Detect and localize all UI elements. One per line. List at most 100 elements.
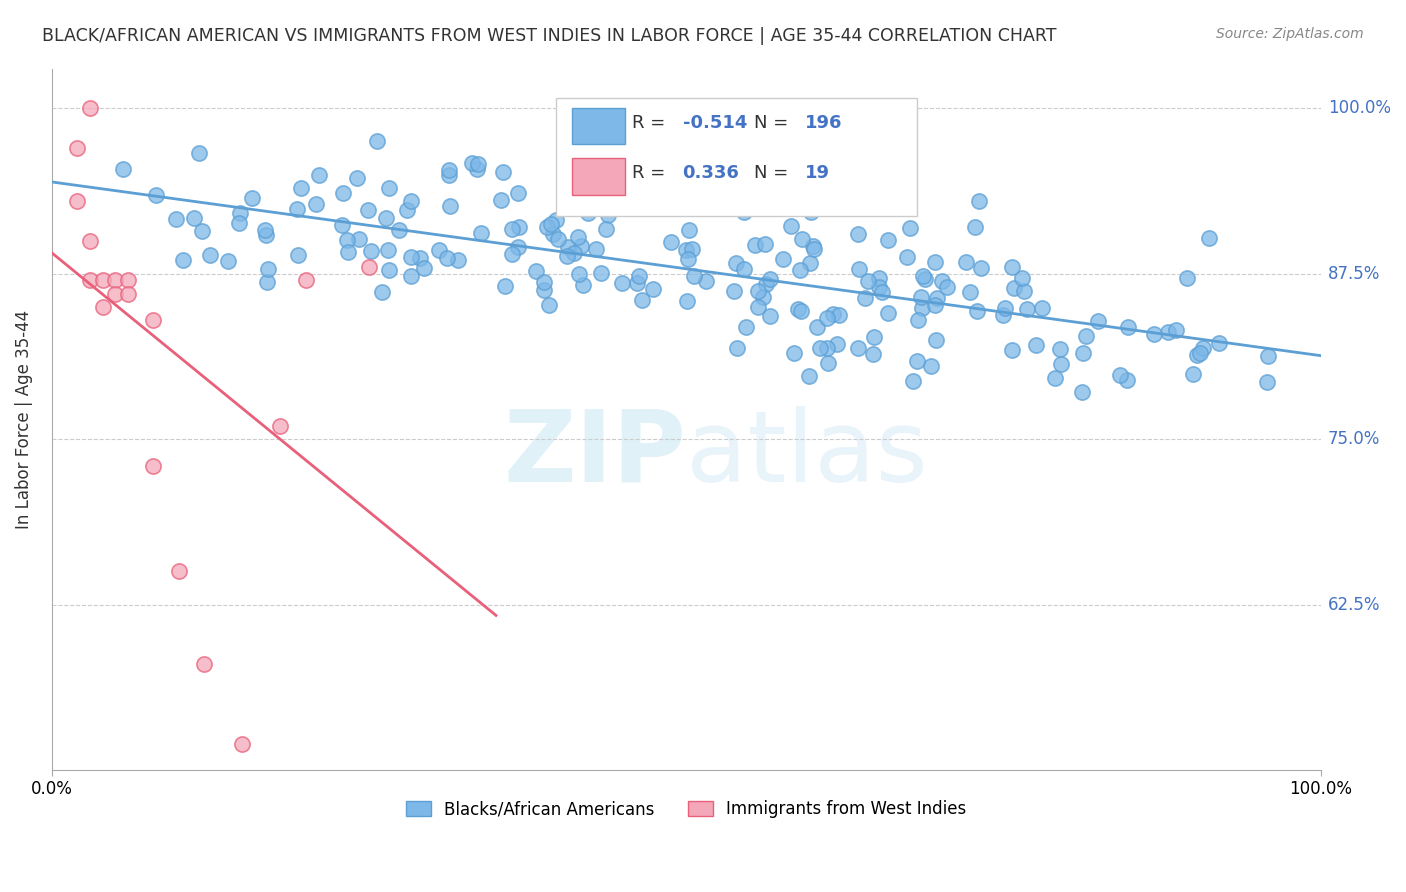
Point	[585, 243, 607, 257]
Point	[337, 245, 360, 260]
Point	[576, 205, 599, 219]
Point	[772, 252, 794, 266]
Point	[285, 202, 308, 216]
Point	[533, 283, 555, 297]
Point	[747, 300, 769, 314]
Point	[377, 244, 399, 258]
Point	[970, 261, 993, 276]
Point	[659, 235, 682, 250]
Point	[846, 342, 869, 356]
Point	[733, 205, 755, 219]
Point	[388, 223, 411, 237]
Point	[825, 337, 848, 351]
Point	[1157, 325, 1180, 339]
Text: -0.514: -0.514	[682, 113, 747, 131]
Point	[905, 354, 928, 368]
Point	[336, 233, 359, 247]
Point	[332, 186, 354, 200]
Point	[675, 294, 697, 309]
Point	[437, 163, 460, 178]
Point	[366, 134, 388, 148]
Point	[955, 255, 977, 269]
Point	[547, 232, 569, 246]
Y-axis label: In Labor Force | Age 35-44: In Labor Force | Age 35-44	[15, 310, 32, 529]
Text: 196: 196	[804, 113, 842, 131]
Point	[935, 280, 957, 294]
Point	[290, 181, 312, 195]
Point	[253, 222, 276, 236]
Point	[907, 313, 929, 327]
Point	[66, 141, 89, 155]
Point	[346, 171, 368, 186]
Point	[920, 359, 942, 373]
Point	[231, 737, 253, 751]
Point	[1017, 302, 1039, 317]
Point	[799, 369, 821, 384]
Point	[862, 347, 884, 361]
Point	[492, 165, 515, 179]
Point	[877, 306, 900, 320]
Point	[1208, 335, 1230, 350]
Point	[142, 313, 165, 327]
Point	[436, 251, 458, 265]
Point	[117, 273, 139, 287]
Point	[925, 333, 948, 347]
Point	[568, 267, 591, 281]
Point	[567, 229, 589, 244]
Point	[1087, 314, 1109, 328]
Point	[287, 248, 309, 262]
Point	[145, 188, 167, 202]
Point	[409, 252, 432, 266]
Point	[596, 208, 619, 222]
Legend: Blacks/African Americans, Immigrants from West Indies: Blacks/African Americans, Immigrants fro…	[399, 794, 973, 825]
Point	[412, 260, 434, 275]
Text: 0.336: 0.336	[682, 164, 740, 182]
Point	[294, 273, 316, 287]
Point	[191, 224, 214, 238]
Point	[1050, 357, 1073, 371]
Point	[1001, 343, 1024, 357]
Point	[911, 269, 934, 284]
Text: N =: N =	[754, 164, 793, 182]
Point	[557, 240, 579, 254]
Point	[228, 216, 250, 230]
Point	[853, 292, 876, 306]
Point	[536, 219, 558, 234]
Point	[800, 204, 823, 219]
Point	[461, 156, 484, 170]
Point	[628, 268, 651, 283]
Point	[183, 211, 205, 225]
Point	[308, 169, 330, 183]
Point	[876, 233, 898, 247]
Point	[910, 290, 932, 304]
Point	[1181, 367, 1204, 381]
Point	[447, 253, 470, 268]
FancyBboxPatch shape	[555, 98, 918, 216]
Point	[783, 345, 806, 359]
Point	[868, 280, 890, 294]
Point	[725, 341, 748, 355]
Point	[870, 285, 893, 299]
Point	[569, 239, 592, 253]
Point	[589, 266, 612, 280]
Point	[1188, 346, 1211, 360]
Point	[172, 253, 194, 268]
Point	[752, 290, 775, 304]
Point	[538, 298, 561, 312]
Point	[66, 194, 89, 208]
Point	[641, 282, 664, 296]
Point	[439, 168, 461, 182]
Point	[681, 243, 703, 257]
Point	[1001, 260, 1024, 275]
Text: 100.0%: 100.0%	[1329, 99, 1391, 117]
Point	[683, 268, 706, 283]
Point	[1012, 284, 1035, 298]
Point	[193, 657, 215, 672]
Point	[585, 176, 607, 190]
Point	[1198, 231, 1220, 245]
Point	[104, 273, 127, 287]
Point	[991, 308, 1014, 322]
Text: atlas: atlas	[686, 406, 928, 503]
Point	[823, 307, 845, 321]
Point	[1116, 373, 1139, 387]
